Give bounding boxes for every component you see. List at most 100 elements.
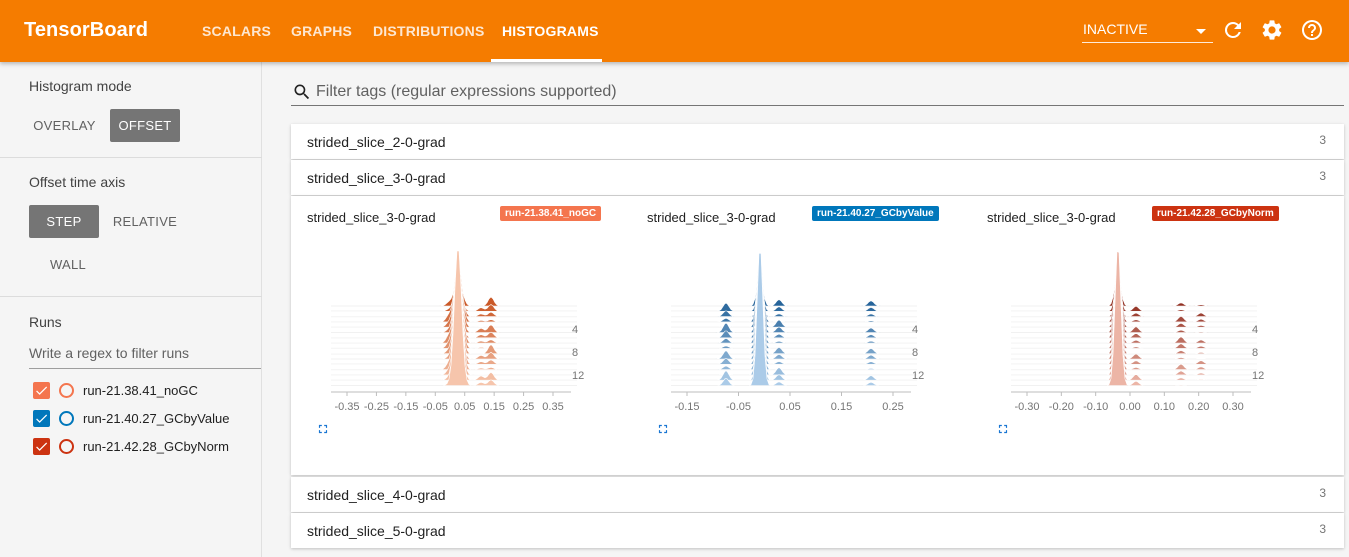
histogram-ridge — [1011, 265, 1257, 333]
help-icon[interactable] — [1300, 18, 1324, 42]
x-tick-label: 0.05 — [779, 401, 800, 413]
gear-icon[interactable] — [1260, 18, 1284, 42]
tag-group-card[interactable]: strided_slice_2-0-grad 3 — [291, 124, 1344, 159]
x-tick-label: 0.05 — [454, 401, 475, 413]
tab-histograms[interactable]: HISTOGRAMS — [502, 23, 599, 39]
run-color-dot[interactable] — [59, 383, 74, 398]
run-name: run-21.38.41_noGC — [83, 383, 198, 398]
x-tick-label: -0.15 — [674, 401, 699, 413]
x-tick-label: -0.05 — [423, 401, 448, 413]
histogram-ridge — [671, 281, 917, 370]
histogram-ridge — [671, 288, 917, 317]
chart-title: strided_slice_3-0-grad — [647, 210, 776, 225]
inactive-dashboards-select[interactable]: INACTIVE — [1082, 20, 1213, 43]
histogram-ridge — [1011, 285, 1257, 370]
histogram-ridge — [671, 259, 917, 323]
histogram-ridge — [1011, 278, 1257, 360]
tag-group-count: 3 — [1319, 486, 1326, 500]
run-color-dot[interactable] — [59, 439, 74, 454]
tag-filter-placeholder: Filter tags (regular expressions support… — [316, 83, 617, 100]
histogram-ridge — [671, 289, 917, 381]
y-tick-label: 8 — [1252, 347, 1258, 359]
chart-title: strided_slice_3-0-grad — [987, 210, 1116, 225]
relative-button[interactable]: RELATIVE — [112, 214, 178, 229]
histogram-ridge — [671, 268, 917, 344]
tag-group-card[interactable]: strided_slice_5-0-grad 3 — [291, 513, 1344, 548]
run-checkbox[interactable] — [33, 410, 50, 427]
tag-filter-input[interactable]: Filter tags (regular expressions support… — [291, 78, 1344, 106]
check-icon — [36, 414, 48, 423]
x-tick-label: 0.35 — [542, 401, 563, 413]
tag-group-title: strided_slice_5-0-grad — [307, 523, 446, 539]
divider — [0, 157, 262, 158]
histogram-chart: strided_slice_3-0-grad run-21.38.41_noGC… — [291, 196, 611, 475]
histogram-ridge — [1011, 279, 1257, 312]
run-badge: run-21.38.41_noGC — [500, 206, 602, 221]
histogram-ridge — [1011, 273, 1257, 307]
histogram-ridge — [671, 284, 917, 365]
run-color-dot[interactable] — [59, 411, 74, 426]
fullscreen-icon[interactable] — [996, 422, 1010, 436]
histogram-ridge — [671, 285, 917, 376]
tab-scalars[interactable]: SCALARS — [202, 23, 272, 39]
tag-group-title: strided_slice_4-0-grad — [307, 487, 446, 503]
wall-button[interactable]: WALL — [49, 257, 87, 272]
histogram-ridge — [671, 276, 917, 354]
tag-group-card[interactable]: strided_slice_3-0-grad 3 — [291, 160, 1344, 195]
step-button[interactable]: STEP — [29, 205, 99, 238]
y-tick-label: 4 — [572, 324, 578, 336]
run-checkbox[interactable] — [33, 382, 50, 399]
run-item[interactable]: run-21.42.28_GCbyNorm — [33, 437, 258, 457]
runs-filter-input[interactable]: Write a regex to filter runs — [29, 345, 261, 369]
offset-button[interactable]: OFFSET — [110, 109, 180, 142]
tag-group-count: 3 — [1319, 522, 1326, 536]
x-tick-label: -0.25 — [364, 401, 389, 413]
histogram-chart: strided_slice_3-0-grad run-21.42.28_GCby… — [971, 196, 1291, 475]
select-value: INACTIVE — [1083, 21, 1148, 37]
tab-graphs[interactable]: GRAPHS — [291, 23, 353, 39]
tag-group-title: strided_slice_2-0-grad — [307, 134, 446, 150]
histogram-ridge — [1011, 285, 1257, 317]
runs-filter-placeholder: Write a regex to filter runs — [29, 345, 190, 361]
tag-group-count: 3 — [1319, 133, 1326, 147]
x-tick-label: -0.05 — [726, 401, 751, 413]
y-tick-label: 8 — [572, 347, 578, 359]
y-tick-label: 4 — [1252, 324, 1258, 336]
run-badge: run-21.42.28_GCbyNorm — [1152, 206, 1279, 221]
tag-group-card[interactable]: strided_slice_4-0-grad 3 — [291, 477, 1344, 512]
fullscreen-icon[interactable] — [316, 422, 330, 436]
fullscreen-icon[interactable] — [656, 422, 670, 436]
refresh-icon[interactable] — [1221, 18, 1245, 42]
run-badge: run-21.40.27_GCbyValue — [812, 206, 939, 221]
run-item[interactable]: run-21.40.27_GCbyValue — [33, 409, 258, 429]
histogram-ridge — [1011, 272, 1257, 344]
sidebar: Histogram mode OVERLAY OFFSET Offset tim… — [0, 62, 262, 557]
histogram-ridge — [1011, 289, 1257, 376]
top-app-bar: TensorBoard SCALARS GRAPHS DISTRIBUTIONS… — [0, 0, 1349, 62]
histogram-plot: 4 8 12 -0.30 -0.20 -0.10 0.00 0.10 0.20 0.30 — [1011, 251, 1264, 413]
histogram-mode-title: Histogram mode — [29, 78, 132, 94]
overlay-button[interactable]: OVERLAY — [33, 118, 96, 133]
histogram-ridge — [1011, 263, 1257, 323]
histogram-ridge — [671, 274, 917, 307]
run-checkbox[interactable] — [33, 438, 50, 455]
search-icon — [294, 84, 310, 100]
x-tick-label: 0.25 — [882, 401, 903, 413]
histogram-ridge — [1011, 281, 1257, 365]
x-tick-label: -0.10 — [1083, 401, 1108, 413]
x-tick-label: -0.35 — [334, 401, 359, 413]
y-tick-label: 8 — [912, 347, 918, 359]
histogram-ridge — [671, 262, 917, 328]
tab-distributions[interactable]: DISTRIBUTIONS — [373, 23, 485, 39]
histogram-ridge — [671, 272, 917, 349]
run-item[interactable]: run-21.38.41_noGC — [33, 381, 258, 401]
offset-time-axis-title: Offset time axis — [29, 174, 126, 190]
histogram-ridge — [671, 267, 917, 333]
active-tab-indicator — [491, 59, 602, 62]
x-tick-label: -0.30 — [1014, 401, 1039, 413]
y-tick-label: 4 — [912, 324, 918, 336]
histogram-ridge — [1011, 251, 1257, 386]
y-tick-label: 12 — [572, 370, 584, 382]
histogram-ridge — [671, 281, 917, 312]
run-name: run-21.40.27_GCbyValue — [83, 411, 230, 426]
